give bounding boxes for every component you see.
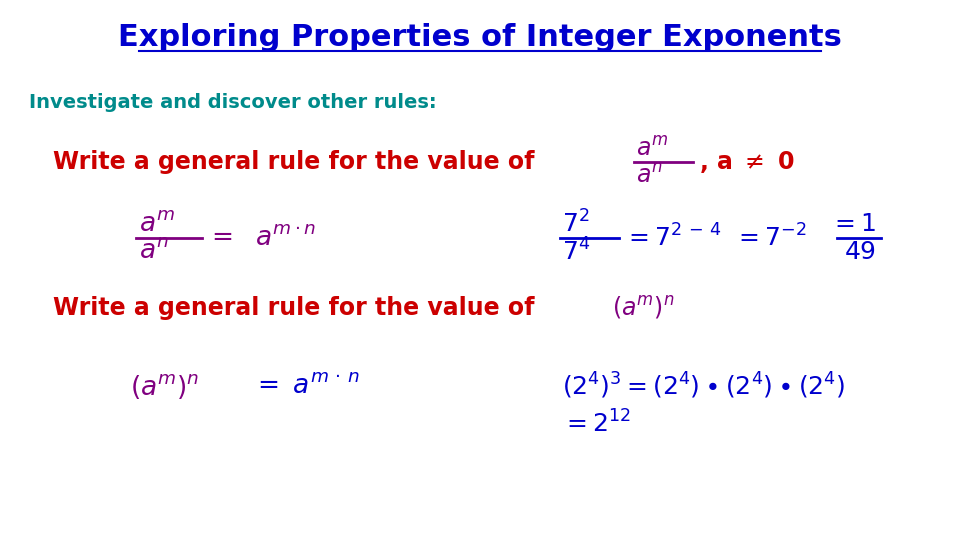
- Text: Exploring Properties of Integer Exponents: Exploring Properties of Integer Exponent…: [118, 23, 842, 52]
- Text: Write a general rule for the value of: Write a general rule for the value of: [53, 296, 535, 320]
- Text: Write a general rule for the value of: Write a general rule for the value of: [53, 150, 535, 174]
- Text: , a $\neq$ 0: , a $\neq$ 0: [699, 149, 795, 175]
- Text: $= 2^{12}$: $= 2^{12}$: [562, 410, 631, 437]
- Text: $7^4$: $7^4$: [562, 239, 589, 266]
- Text: $(a^m)^n$: $(a^m)^n$: [130, 372, 199, 401]
- Text: $= 7^{2\,-\,4}$: $= 7^{2\,-\,4}$: [624, 224, 721, 251]
- Text: $= 7^{-2}$: $= 7^{-2}$: [734, 224, 807, 251]
- Text: $(2^4)^3 = (2^4)\bullet(2^4)\bullet(2^4)$: $(2^4)^3 = (2^4)\bullet(2^4)\bullet(2^4)…: [562, 371, 845, 401]
- Text: $a^m$: $a^m$: [636, 137, 668, 160]
- Text: $=\ a^{m\,\cdot\, n}$: $=\ a^{m\,\cdot\, n}$: [252, 373, 359, 399]
- Text: $= 1$: $= 1$: [830, 212, 876, 236]
- Text: $a^n$: $a^n$: [139, 238, 169, 264]
- Text: $(a^m)^n$: $(a^m)^n$: [612, 294, 675, 321]
- Text: $a^n$: $a^n$: [636, 164, 662, 187]
- Text: $49$: $49$: [844, 240, 876, 264]
- Text: $a^m$: $a^m$: [139, 211, 176, 237]
- Text: $7^2$: $7^2$: [562, 211, 589, 238]
- Text: $=\ \ a^{m\cdot n}$: $=\ \ a^{m\cdot n}$: [206, 225, 317, 251]
- Text: Investigate and discover other rules:: Investigate and discover other rules:: [29, 93, 437, 112]
